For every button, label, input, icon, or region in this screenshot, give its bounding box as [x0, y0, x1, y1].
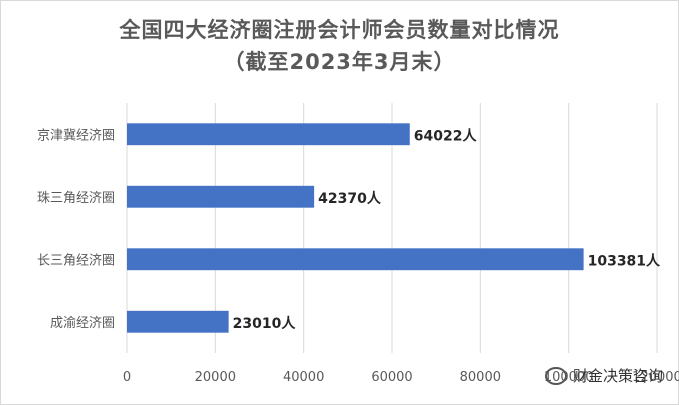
x-tick-label: 40000: [283, 370, 324, 385]
x-tick-label: 60000: [371, 370, 412, 385]
x-tick-label: 120000: [632, 370, 679, 385]
bar: [127, 123, 410, 146]
category-label: 长三角经济圈: [37, 253, 115, 268]
x-tick-label: 80000: [460, 370, 501, 385]
data-label: 64022人: [414, 127, 478, 144]
watermark-text: 财金决策咨询: [573, 367, 664, 385]
watermark: 财金决策咨询: [545, 365, 663, 386]
x-tick-label: 0: [123, 370, 131, 385]
data-label: 103381人: [588, 252, 661, 269]
bar: [127, 310, 229, 333]
category-label: 成渝经济圈: [50, 315, 115, 331]
wechat-icon: [545, 366, 567, 385]
bar: [127, 185, 315, 208]
category-label: 珠三角经济圈: [37, 191, 115, 206]
chart-subtitle: （截至2023年3月末）: [223, 50, 456, 74]
bar: [127, 248, 584, 271]
category-label: 京津冀经济圈: [37, 127, 115, 143]
data-label: 42370人: [318, 190, 382, 207]
chart-title: 全国四大经济圈注册会计师会员数量对比情况: [119, 18, 560, 42]
x-tick-label: 20000: [195, 370, 236, 385]
data-label: 23010人: [233, 315, 297, 332]
